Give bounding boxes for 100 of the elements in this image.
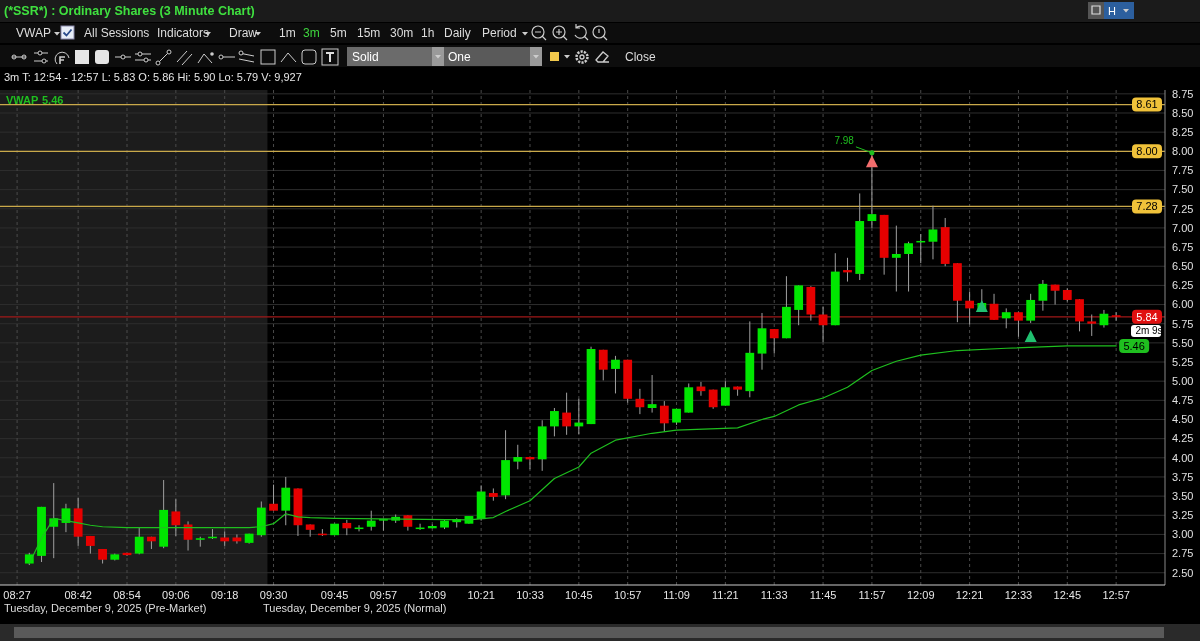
line-series <box>28 345 1117 565</box>
y-tick-label: 5.50 <box>1172 336 1194 349</box>
y-tick-label: 7.00 <box>1172 221 1194 234</box>
y-tick-label: 6.00 <box>1172 298 1194 311</box>
text: Solid <box>352 50 379 64</box>
y-tick-label: 4.00 <box>1172 451 1194 464</box>
text: 15m <box>357 26 381 40</box>
x-tick-label: 10:45 <box>565 589 593 601</box>
y-tick-label: 2.50 <box>1172 566 1194 579</box>
text: 3m <box>303 26 320 40</box>
candlestick <box>611 355 620 394</box>
y-tick-label: 2.75 <box>1172 547 1194 560</box>
text: Period <box>482 26 517 40</box>
y-tick-label: 6.50 <box>1172 260 1194 273</box>
y-tick-label: 6.75 <box>1172 240 1194 253</box>
y-tick-label: 4.50 <box>1172 413 1194 426</box>
x-tick-label: 12:57 <box>1102 589 1130 601</box>
x-tick-label: 09:06 <box>162 589 190 601</box>
ref-line-label: 5.84 <box>1136 310 1158 323</box>
text: All Sessions <box>84 26 150 40</box>
text: Tuesday, December 9, 2025 (Normal) <box>263 602 447 614</box>
text: Draw <box>229 26 258 40</box>
y-tick-label: 7.75 <box>1172 164 1194 177</box>
candlestick <box>635 388 645 415</box>
y-tick-label: 3.25 <box>1172 509 1194 522</box>
y-tick-label: 3.75 <box>1172 470 1194 483</box>
candlestick <box>647 374 657 414</box>
candlestick <box>550 407 559 437</box>
x-tick-label: 08:42 <box>64 589 92 601</box>
candlestick <box>1026 293 1036 324</box>
text: H <box>1108 5 1117 17</box>
candlestick <box>989 293 999 321</box>
text: VWAP <box>6 94 39 106</box>
candlestick <box>171 498 181 537</box>
annotation: 7.98 <box>834 134 855 146</box>
y-tick-label: 8.50 <box>1172 106 1194 119</box>
x-tick-label: 09:45 <box>320 589 349 601</box>
y-tick-label: 3.00 <box>1172 528 1194 541</box>
x-tick-label: 08:54 <box>113 589 141 601</box>
y-tick-label: 4.25 <box>1172 432 1194 445</box>
candlestick <box>891 225 901 293</box>
y-tick-label: 3.50 <box>1172 489 1194 502</box>
ref-line-label: 8.61 <box>1136 98 1158 111</box>
candlestick <box>1001 307 1011 329</box>
ref-line-label: 7.28 <box>1136 200 1158 213</box>
text: Daily <box>444 26 471 40</box>
x-tick-label: 09:30 <box>259 589 288 601</box>
candlestick <box>904 241 913 293</box>
x-tick-label: 10:09 <box>418 589 447 601</box>
candlestick <box>281 476 291 526</box>
candlestick <box>366 510 376 532</box>
x-tick-label: 09:57 <box>369 589 398 601</box>
ref-line-label: 8.00 <box>1136 145 1158 158</box>
candlestick <box>1087 314 1097 337</box>
x-tick-label: 11:09 <box>663 589 690 601</box>
x-tick-label: 12:33 <box>1004 589 1033 601</box>
x-tick-label: 11:45 <box>809 589 837 601</box>
chart-subtitle: 3m T: 12:54 - 12:57 L: 5.83 O: 5.86 Hi: 5.90 Lo: 5.79 V: 9,927 <box>4 71 302 83</box>
x-tick-label: 10:57 <box>613 589 642 601</box>
x-tick-label: 12:45 <box>1053 589 1082 601</box>
x-tick-label: 10:33 <box>516 589 544 601</box>
x-tick-label: 10:21 <box>467 589 495 601</box>
y-tick-label: 4.75 <box>1172 394 1194 407</box>
x-tick-label: 12:09 <box>907 589 935 601</box>
y-tick-label: 5.25 <box>1172 355 1194 368</box>
candlestick <box>1014 310 1023 338</box>
y-tick-label: 6.25 <box>1172 279 1194 292</box>
candlestick <box>269 484 278 512</box>
text: VWAP <box>16 26 51 40</box>
y-tick-label: 7.25 <box>1172 202 1194 215</box>
point <box>1024 329 1037 342</box>
candlestick <box>769 328 779 355</box>
y-tick-label: 7.50 <box>1172 183 1194 196</box>
y-tick-label: 5.75 <box>1172 317 1194 330</box>
candlestick <box>659 400 669 433</box>
x-tick-label: 12:21 <box>955 589 984 601</box>
y-tick-label: 5.00 <box>1172 375 1194 388</box>
data-label: 5.46 <box>1123 339 1145 352</box>
text: 30m <box>390 26 414 40</box>
chart-title: (*SSR*) : Ordinary Shares (3 Minute Chart) <box>4 4 255 18</box>
text: 5m <box>330 26 347 40</box>
candlestick <box>1038 279 1048 312</box>
text: Close <box>625 50 657 64</box>
candlestick <box>232 533 242 545</box>
x-tick-label: 11:21 <box>712 589 739 601</box>
point <box>865 155 878 168</box>
candlestick <box>134 527 144 555</box>
candlestick <box>928 205 938 260</box>
y-tick-label: 8.25 <box>1172 125 1194 138</box>
x-tick-label: 11:57 <box>858 589 886 601</box>
candlestick <box>720 380 730 407</box>
text: Indicators <box>157 26 210 40</box>
text: One <box>448 50 472 64</box>
candlestick <box>562 392 572 436</box>
candlestick <box>598 349 608 381</box>
y-tick-label: 8.00 <box>1172 145 1194 158</box>
candlestick <box>1075 298 1084 332</box>
x-tick-label: 08:27 <box>3 589 31 601</box>
x-tick-label: 11:33 <box>760 589 788 601</box>
x-tick-label: 09:18 <box>210 589 239 601</box>
